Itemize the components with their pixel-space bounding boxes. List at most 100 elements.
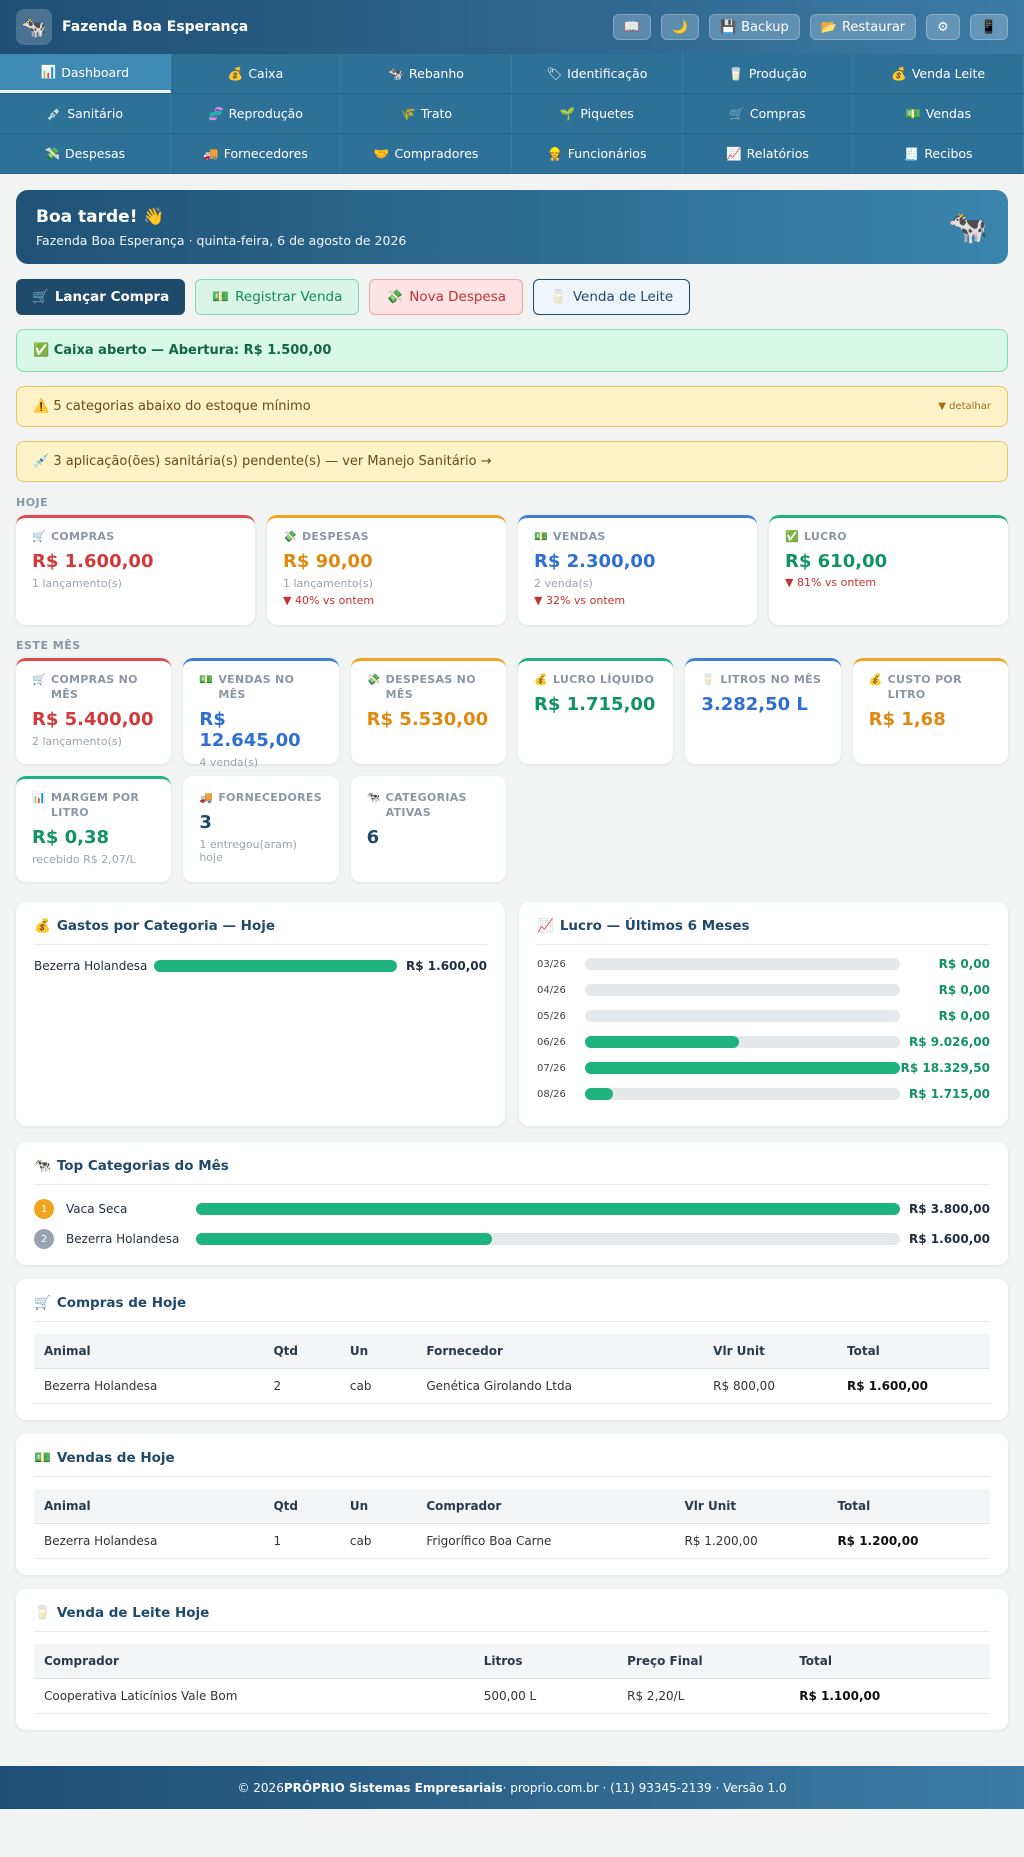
nav-label: Despesas [65, 146, 126, 161]
lucro-amount: R$ 9.026,00 [909, 1035, 990, 1049]
col-header: Qtd [263, 1489, 340, 1524]
folder-icon: 📂 [820, 19, 837, 35]
brand: 🐄 Fazenda Boa Esperança [16, 9, 248, 45]
syringe-icon: 💉 [46, 105, 63, 121]
nav-recibos[interactable]: 🧾 Recibos [853, 134, 1024, 173]
cell: Frigorífico Boa Carne [416, 1523, 675, 1559]
card-label: COMPRAS [51, 530, 115, 543]
card-label: COMPRAS NO MÊS [51, 673, 138, 701]
nav-label: Produção [748, 66, 807, 81]
nav-dashboard[interactable]: 📊 Dashboard [0, 54, 171, 93]
manual-button[interactable]: 📖 [612, 14, 651, 40]
milk-icon: 🥛 [550, 289, 567, 305]
handshake-icon: 🤝 [373, 145, 390, 161]
restore-button[interactable]: 📂 Restaurar [809, 14, 917, 40]
nav-venda-leite[interactable]: 💰 Venda Leite [853, 54, 1024, 93]
backup-button[interactable]: 💾 Backup [708, 14, 800, 40]
leite-hoje-panel: 🥛 Venda de Leite Hoje Comprador Litros Pr… [16, 1589, 1008, 1730]
stat-card-margem-litro: 📊 MARGEM POR LITRO R$ 0,38 recebido R$ 2,… [16, 776, 172, 882]
card-value: 6 [366, 826, 380, 848]
panel-title: Venda de Leite Hoje [56, 1605, 210, 1621]
quick-actions: 🛒 Lançar Compra 💵 Registrar Venda 💸 Nova De… [16, 279, 1008, 315]
restore-label: Restaurar [841, 19, 906, 35]
card-label: CATEGORIAS ATIVAS [385, 791, 467, 819]
detalhar-link[interactable]: ▼ detalhar [938, 401, 991, 412]
mobile-button[interactable]: 📱 [969, 14, 1008, 40]
card-label: DESPESAS NO MÊS [385, 673, 476, 701]
footer-company[interactable]: PRÓPRIO Sistemas Empresariais [283, 1780, 503, 1795]
nav-piquetes[interactable]: 🌱 Piquetes [512, 94, 683, 133]
registrar-venda-button[interactable]: 💵 Registrar Venda [195, 279, 360, 315]
nav-compradores[interactable]: 🤝 Compradores [341, 134, 512, 173]
nav-label: Dashboard [61, 64, 130, 80]
worker-icon: 👷 [547, 145, 563, 161]
nav-producao[interactable]: 🥛 Produção [682, 54, 854, 93]
nav-caixa[interactable]: 💰 Caixa [170, 54, 342, 93]
lucro-row: 08/26 R$ 1.715,00 [537, 1081, 990, 1107]
nav-rebanho[interactable]: 🐄 Rebanho [341, 54, 512, 93]
rank-badge: 2 [34, 1229, 54, 1249]
month-label: 06/26 [537, 1036, 566, 1048]
vendas-table: Animal Qtd Un Comprador Vlr Unit Total B… [34, 1489, 990, 1559]
col-header: Preço Final [617, 1644, 790, 1679]
nav-compras[interactable]: 🛒 Compras [682, 94, 854, 133]
col-header: Qtd [263, 1334, 340, 1369]
money-wings-icon: 💸 [366, 673, 381, 686]
nav-label: Compradores [394, 146, 479, 161]
app-title: Fazenda Boa Esperança [62, 19, 249, 35]
cow-logo-icon: 🐄 [16, 9, 52, 45]
cart-icon: 🛒 [32, 673, 46, 686]
nav-vendas[interactable]: 💵 Vendas [853, 94, 1024, 133]
col-header: Vlr Unit [703, 1334, 837, 1369]
lucro-amount: R$ 1.715,00 [909, 1087, 990, 1101]
charts-row: 💰 Gastos por Categoria — Hoje Bezerra Hol… [16, 902, 1008, 1126]
greeting-banner: Boa tarde! 👋 Fazenda Boa Esperança · qui… [16, 190, 1008, 264]
money-wings-icon: 💸 [44, 145, 61, 161]
nova-despesa-button[interactable]: 💸 Nova Despesa [369, 279, 524, 315]
nav-label: Rebanho [409, 66, 464, 81]
nav-label: Piquetes [580, 106, 634, 121]
lucro-row: 04/26 R$ 0,00 [537, 977, 990, 1003]
cell: R$ 2,20/L [617, 1678, 790, 1714]
table-row: Bezerra Holandesa 2 cab Genética Girolan… [34, 1368, 990, 1404]
month-label: 04/26 [537, 984, 566, 996]
nav-despesas[interactable]: 💸 Despesas [0, 134, 171, 173]
nav-row: 💉 Sanitário 🧬 Reprodução 🌾 Trato 🌱 Piquetes … [0, 94, 1024, 134]
col-header: Comprador [416, 1489, 675, 1524]
top-row: 2 Bezerra Holandesa R$ 1.600,00 [34, 1229, 990, 1249]
lancar-compra-button[interactable]: 🛒 Lançar Compra [16, 279, 186, 315]
trend-icon: 📈 [537, 918, 554, 934]
nav-funcionarios[interactable]: 👷 Funcionários [512, 134, 683, 173]
nav-reproducao[interactable]: 🧬 Reprodução [170, 94, 342, 133]
card-label: LITROS NO MÊS [720, 673, 822, 686]
button-label: Venda de Leite [572, 289, 674, 305]
stat-card-fornecedores: 🚚 FORNECEDORES 3 1 entregou(aram) hoje [183, 776, 339, 882]
theme-toggle-button[interactable]: 🌙 [660, 14, 699, 40]
month-label: 03/26 [537, 958, 566, 970]
nav-relatorios[interactable]: 📈 Relatórios [682, 134, 854, 173]
banknote-icon: 💵 [212, 289, 230, 305]
sanitario-alert[interactable]: 💉 3 aplicação(ões) sanitária(s) pendente… [16, 441, 1008, 482]
cell: 1 [263, 1523, 340, 1559]
nav-fornecedores[interactable]: 🚚 Fornecedores [170, 134, 342, 173]
gastos-label: Bezerra Holandesa [34, 959, 148, 973]
lucro-row: 03/26 R$ 0,00 [537, 951, 990, 977]
month-label: 08/26 [537, 1088, 566, 1100]
nav-identificacao[interactable]: 🏷 Identificação [512, 54, 683, 93]
stat-card-vendas-mes: 💵 VENDAS NO MÊS R$ 12.645,00 4 venda(s) [183, 658, 339, 769]
card-label: DESPESAS [302, 530, 369, 543]
stat-card-categorias: 🐄 CATEGORIAS ATIVAS 6 [350, 776, 506, 882]
venda-leite-button[interactable]: 🥛 Venda de Leite [533, 279, 691, 315]
nav-label: Recibos [924, 146, 973, 161]
settings-button[interactable]: ⚙ [926, 14, 960, 40]
card-delta: ▼ 32% vs ontem [534, 593, 626, 607]
card-sub: 2 venda(s) [534, 576, 593, 590]
nav-sanitario[interactable]: 💉 Sanitário [0, 94, 171, 133]
main-content: Boa tarde! 👋 Fazenda Boa Esperança · qui… [0, 174, 1024, 1746]
nav-trato[interactable]: 🌾 Trato [341, 94, 512, 133]
truck-icon: 🚚 [203, 145, 219, 161]
milk-icon: 🥛 [34, 1605, 51, 1621]
month-cards: 🛒 COMPRAS NO MÊS R$ 5.400,00 2 lançamento… [16, 658, 1008, 882]
card-delta: ▼ 40% vs ontem [283, 593, 375, 607]
stat-card-despesas: 💸 DESPESAS R$ 90,00 1 lançamento(s) ▼ 40%… [267, 515, 506, 625]
